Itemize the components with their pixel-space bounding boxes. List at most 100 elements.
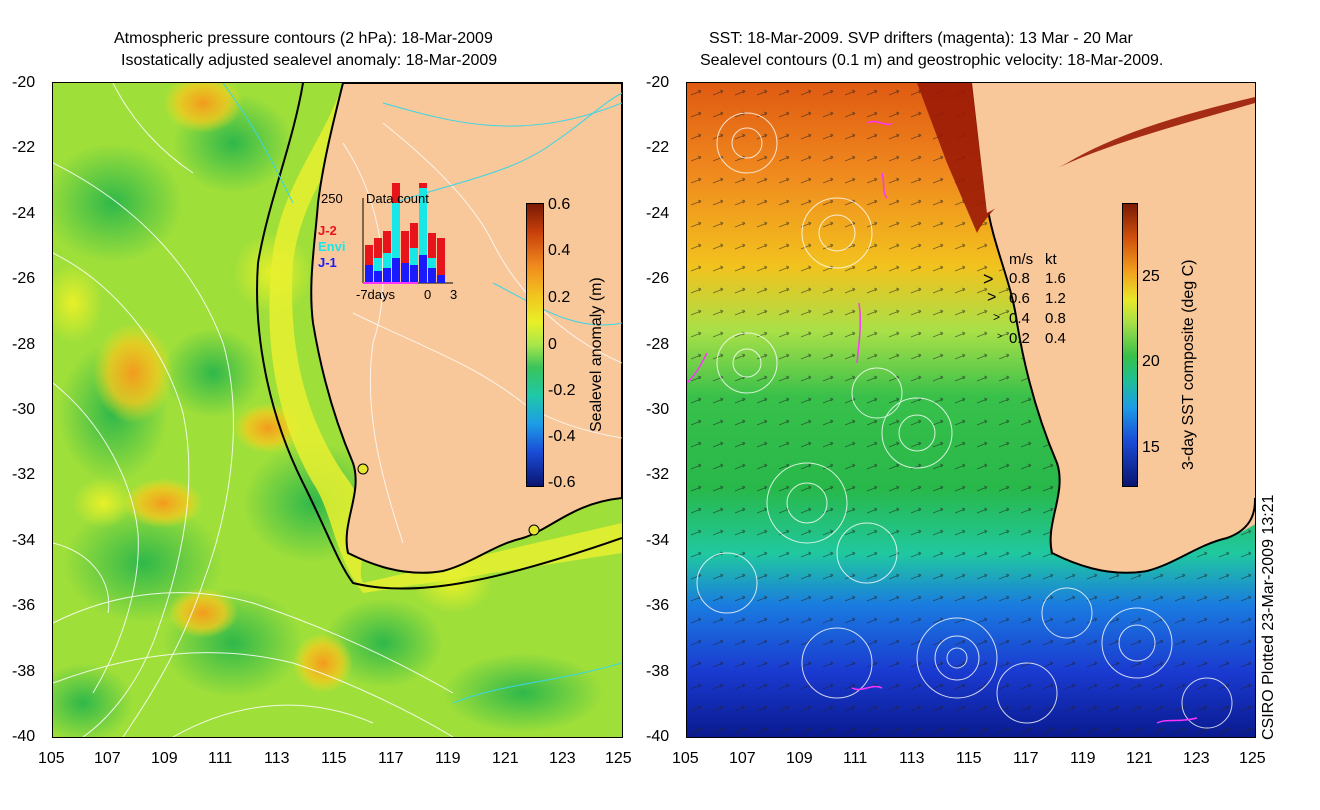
sat-j2-label: J-2: [318, 223, 337, 238]
velocity-legend-ms: 0.4: [1009, 310, 1030, 327]
left-x-tick: 111: [208, 750, 233, 767]
pressure-contours-cyan: [222, 83, 622, 704]
plot-credit: CSIRO Plotted 23-Mar-2009 13:21: [1260, 494, 1277, 740]
left-y-tick: -40: [12, 728, 36, 745]
right-y-tick: -22: [646, 139, 670, 156]
velocity-legend-kt: 1.2: [1045, 290, 1066, 307]
velocity-legend-header-kt: kt: [1045, 251, 1057, 268]
right-x-tick: 113: [899, 750, 925, 767]
right-x-tick: 109: [786, 750, 813, 767]
sealevel-contours: [696, 112, 1233, 729]
left-x-tick: 117: [378, 750, 404, 767]
left-y-tick: -20: [12, 74, 36, 91]
right-x-tick: 123: [1183, 750, 1210, 767]
velocity-legend-kt: 0.4: [1045, 330, 1066, 347]
sla-tick: -0.6: [548, 474, 576, 491]
right-y-tick: -26: [646, 270, 670, 287]
velocity-legend-kt: 0.8: [1045, 310, 1066, 327]
left-x-tick: 107: [94, 750, 121, 767]
australia-land-north: [972, 83, 1255, 213]
sla-positive-regions: [53, 83, 493, 693]
sst-colorbar: [1122, 203, 1138, 487]
right-y-tick: -24: [646, 205, 670, 222]
australia-land: [972, 83, 1255, 573]
velocity-legend-kt: 1.6: [1045, 270, 1066, 287]
sst-tick: 15: [1142, 439, 1160, 456]
left-x-tick: 113: [264, 750, 290, 767]
svp-drifter-tracks: [687, 120, 1198, 724]
right-y-tick: -34: [646, 532, 670, 549]
sat-j1-label: J-1: [318, 255, 337, 270]
velocity-legend-header-ms: m/s: [1009, 251, 1034, 268]
inset-xlabel-start: -7days: [356, 287, 396, 302]
left-y-tick: -28: [12, 336, 36, 353]
left-y-tick: -26: [12, 270, 36, 287]
right-y-tick: -28: [646, 336, 670, 353]
sla-tick: 0: [548, 336, 557, 353]
bathymetry-contour: [256, 83, 622, 590]
sla-tick: -0.4: [548, 428, 576, 445]
right-x-tick: 117: [1013, 750, 1039, 767]
left-map[interactable]: Data count 250 J-2 Envi J-1 -7days 0 3: [52, 82, 623, 738]
left-y-tick: -22: [12, 139, 36, 156]
left-title-line1: Atmospheric pressure contours (2 hPa): 1…: [114, 30, 493, 47]
data-count-bars: [365, 183, 445, 283]
right-x-tick: 105: [672, 750, 699, 767]
right-x-tick: 121: [1126, 750, 1153, 767]
pressure-contours: [53, 83, 454, 737]
right-map-svg: [687, 83, 1255, 737]
sla-colorbar: [526, 203, 544, 487]
right-y-tick: -38: [646, 663, 670, 680]
left-title-line2: Isostatically adjusted sealevel anomaly:…: [121, 52, 498, 69]
velocity-legend-ms: 0.2: [1009, 330, 1030, 347]
left-x-tick: 123: [549, 750, 576, 767]
data-count-inset: Data count 250 J-2 Envi J-1 -7days 0 3: [318, 183, 468, 303]
right-y-tick: -32: [646, 466, 670, 483]
velocity-legend-arrow: >: [983, 269, 994, 289]
left-x-tick: 119: [435, 750, 461, 767]
right-x-tick: 107: [729, 750, 756, 767]
velocity-legend-ms: 0.6: [1009, 290, 1030, 307]
sla-tick: 0.2: [548, 289, 571, 306]
right-title-line1: SST: 18-Mar-2009. SVP drifters (magenta)…: [709, 30, 1133, 47]
velocity-legend-arrow: >: [997, 331, 1003, 341]
velocity-legend-arrow: >: [987, 289, 997, 306]
right-y-tick: -30: [646, 401, 670, 418]
right-x-tick: 125: [1239, 750, 1266, 767]
sst-tick: 20: [1142, 353, 1160, 370]
left-x-tick: 105: [38, 750, 65, 767]
inset-xlabel-zero: 0: [424, 287, 432, 302]
left-y-tick: -38: [12, 663, 36, 680]
right-x-tick: 111: [843, 750, 868, 767]
inset-ymax: 250: [321, 191, 343, 206]
left-y-tick: -34: [12, 532, 36, 549]
sla-colorbar-label: Sealevel anomaly (m): [588, 277, 605, 432]
sla-tick: 0.4: [548, 242, 571, 259]
sat-envi-label: Envi: [318, 239, 346, 254]
sst-colorbar-label: 3-day SST composite (deg C): [1180, 259, 1197, 470]
tide-gauge-marker[interactable]: [528, 524, 540, 536]
right-y-tick: -20: [646, 74, 670, 91]
inset-xlabel-end: 3: [450, 287, 458, 302]
left-map-svg: [53, 83, 622, 737]
left-y-tick: -24: [12, 205, 36, 222]
right-title-line2: Sealevel contours (0.1 m) and geostrophi…: [700, 52, 1164, 69]
sst-tick: 25: [1142, 268, 1160, 285]
left-x-tick: 115: [321, 750, 347, 767]
left-y-tick: -36: [12, 597, 36, 614]
sla-tick: -0.2: [548, 382, 576, 399]
tide-gauge-marker[interactable]: [357, 463, 369, 475]
australia-land: [310, 83, 622, 574]
right-map[interactable]: m/s kt > 0.8 1.6 > 0.6 1.2 > 0.4 0.8 > 0…: [686, 82, 1256, 738]
right-x-tick: 119: [1070, 750, 1096, 767]
left-x-tick: 121: [492, 750, 519, 767]
velocity-legend-arrow: >: [993, 310, 1001, 324]
left-x-tick: 125: [605, 750, 632, 767]
right-y-tick: -40: [646, 728, 670, 745]
sla-tick: 0.6: [548, 196, 571, 213]
right-x-tick: 115: [956, 750, 982, 767]
left-y-tick: -32: [12, 466, 36, 483]
right-y-tick: -36: [646, 597, 670, 614]
land-contours: [342, 122, 622, 544]
inset-title: Data count: [366, 191, 429, 206]
